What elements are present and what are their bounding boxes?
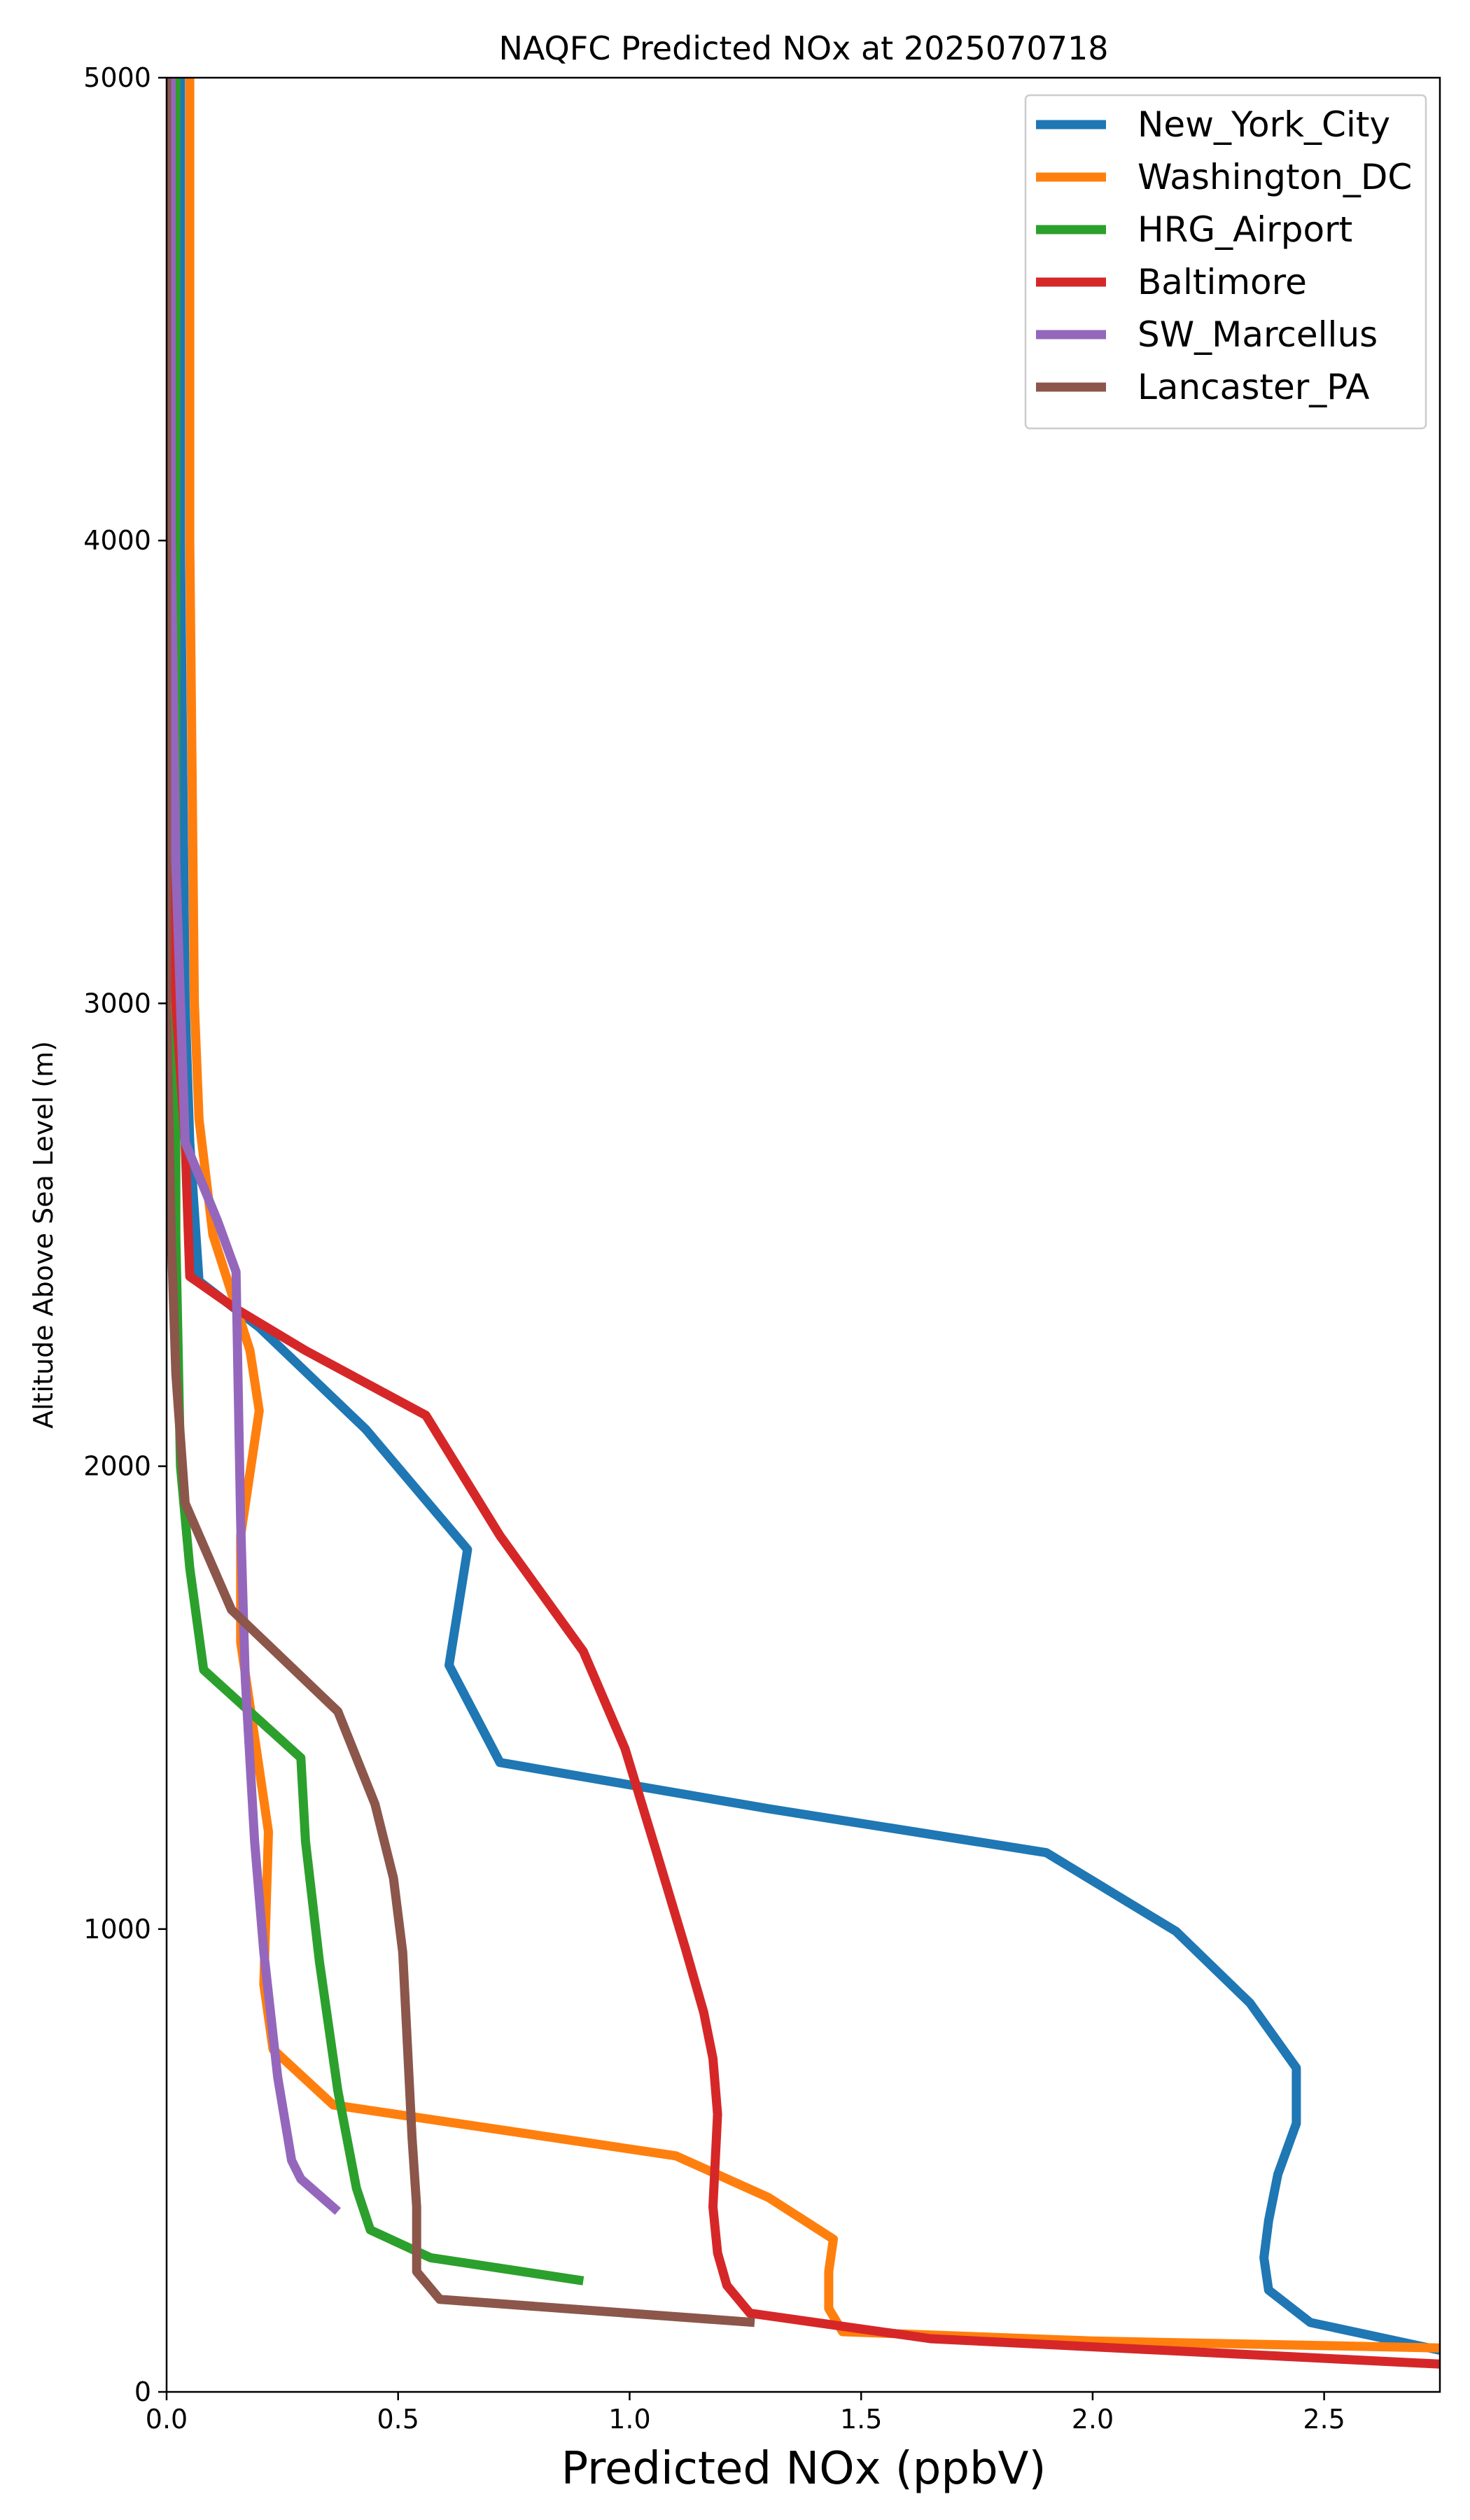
x-axis: 0.0 0.5 1.0 1.5 2.0 2.5 [146,2392,1345,2435]
legend-label: New_York_City [1138,104,1390,145]
legend-label: Baltimore [1138,262,1307,302]
y-tick-label: 2000 [83,1451,151,1482]
y-tick-label: 1000 [83,1914,151,1945]
series-line-sw-marcellus [167,78,341,2215]
x-tick-label: 1.0 [608,2404,650,2435]
legend: New_York_City Washington_DC HRG_Airport Bal… [1024,94,1427,430]
series-line-new-york-city [176,78,1440,2355]
legend-label: SW_Marcellus [1138,314,1378,355]
y-axis: 0 1000 2000 3000 4000 5000 [83,62,167,2407]
y-tick-label: 5000 [83,62,151,93]
y-tick-label: 4000 [83,525,151,556]
y-tick-label: 0 [134,2376,151,2407]
y-tick-label: 3000 [83,988,151,1018]
x-tick-label: 2.5 [1303,2404,1345,2435]
x-tick-label: 0.5 [377,2404,419,2435]
x-tick-label: 2.0 [1072,2404,1114,2435]
series-line-baltimore [167,78,1440,2369]
plot-frame [165,76,1441,2393]
legend-box [1024,94,1427,430]
series-lines [167,78,1440,2369]
legend-label: Washington_DC [1138,157,1412,197]
series-line-lancaster-pa [167,78,755,2328]
y-axis-label: Altitude Above Sea Level (m) [28,1041,59,1429]
x-axis-label: Predicted NOx (ppbV) [561,2443,1046,2495]
legend-label: HRG_Airport [1138,209,1352,250]
chart-title: NAQFC Predicted NOx at 2025070718 [498,29,1108,67]
legend-label: Lancaster_PA [1138,367,1369,407]
series-line-hrg-airport [171,78,584,2286]
x-tick-label: 0.0 [146,2404,188,2435]
x-tick-label: 1.5 [840,2404,882,2435]
